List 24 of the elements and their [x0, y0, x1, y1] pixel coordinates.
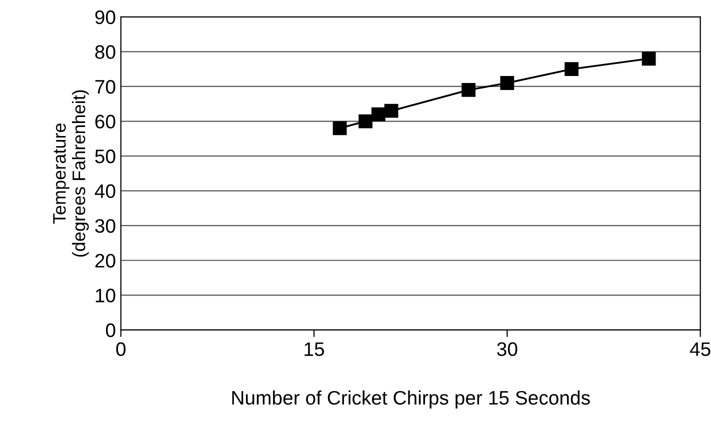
y-tick-label: 20 [95, 254, 116, 268]
y-tick-label: 10 [96, 288, 116, 302]
y-tick-label: 30 [95, 219, 116, 233]
y-tick-label: 60 [95, 114, 116, 128]
y-tick-label: 0 [106, 323, 116, 338]
x-axis-title: Number of Cricket Chirps per 15 Seconds [232, 390, 590, 409]
point [332, 121, 347, 136]
point [384, 104, 398, 118]
y-tick-label: 50 [95, 150, 116, 164]
y-tick-label: 40 [94, 184, 116, 198]
x-tick-label: 45 [690, 342, 710, 356]
y-axis-title: Temperature (degrees Fahrenheit) [53, 90, 89, 257]
x-tick-label: 15 [304, 342, 324, 356]
point [358, 114, 372, 128]
point [564, 62, 579, 76]
y-tick-label: 90 [95, 10, 116, 24]
y-tick-label: 70 [95, 80, 116, 94]
point [462, 83, 476, 97]
y-tick-label: 80 [95, 45, 116, 59]
x-tick-label: 0 [116, 342, 126, 356]
point [371, 107, 386, 122]
point [642, 52, 656, 66]
point [500, 76, 514, 90]
x-tick-label: 30 [497, 342, 518, 356]
